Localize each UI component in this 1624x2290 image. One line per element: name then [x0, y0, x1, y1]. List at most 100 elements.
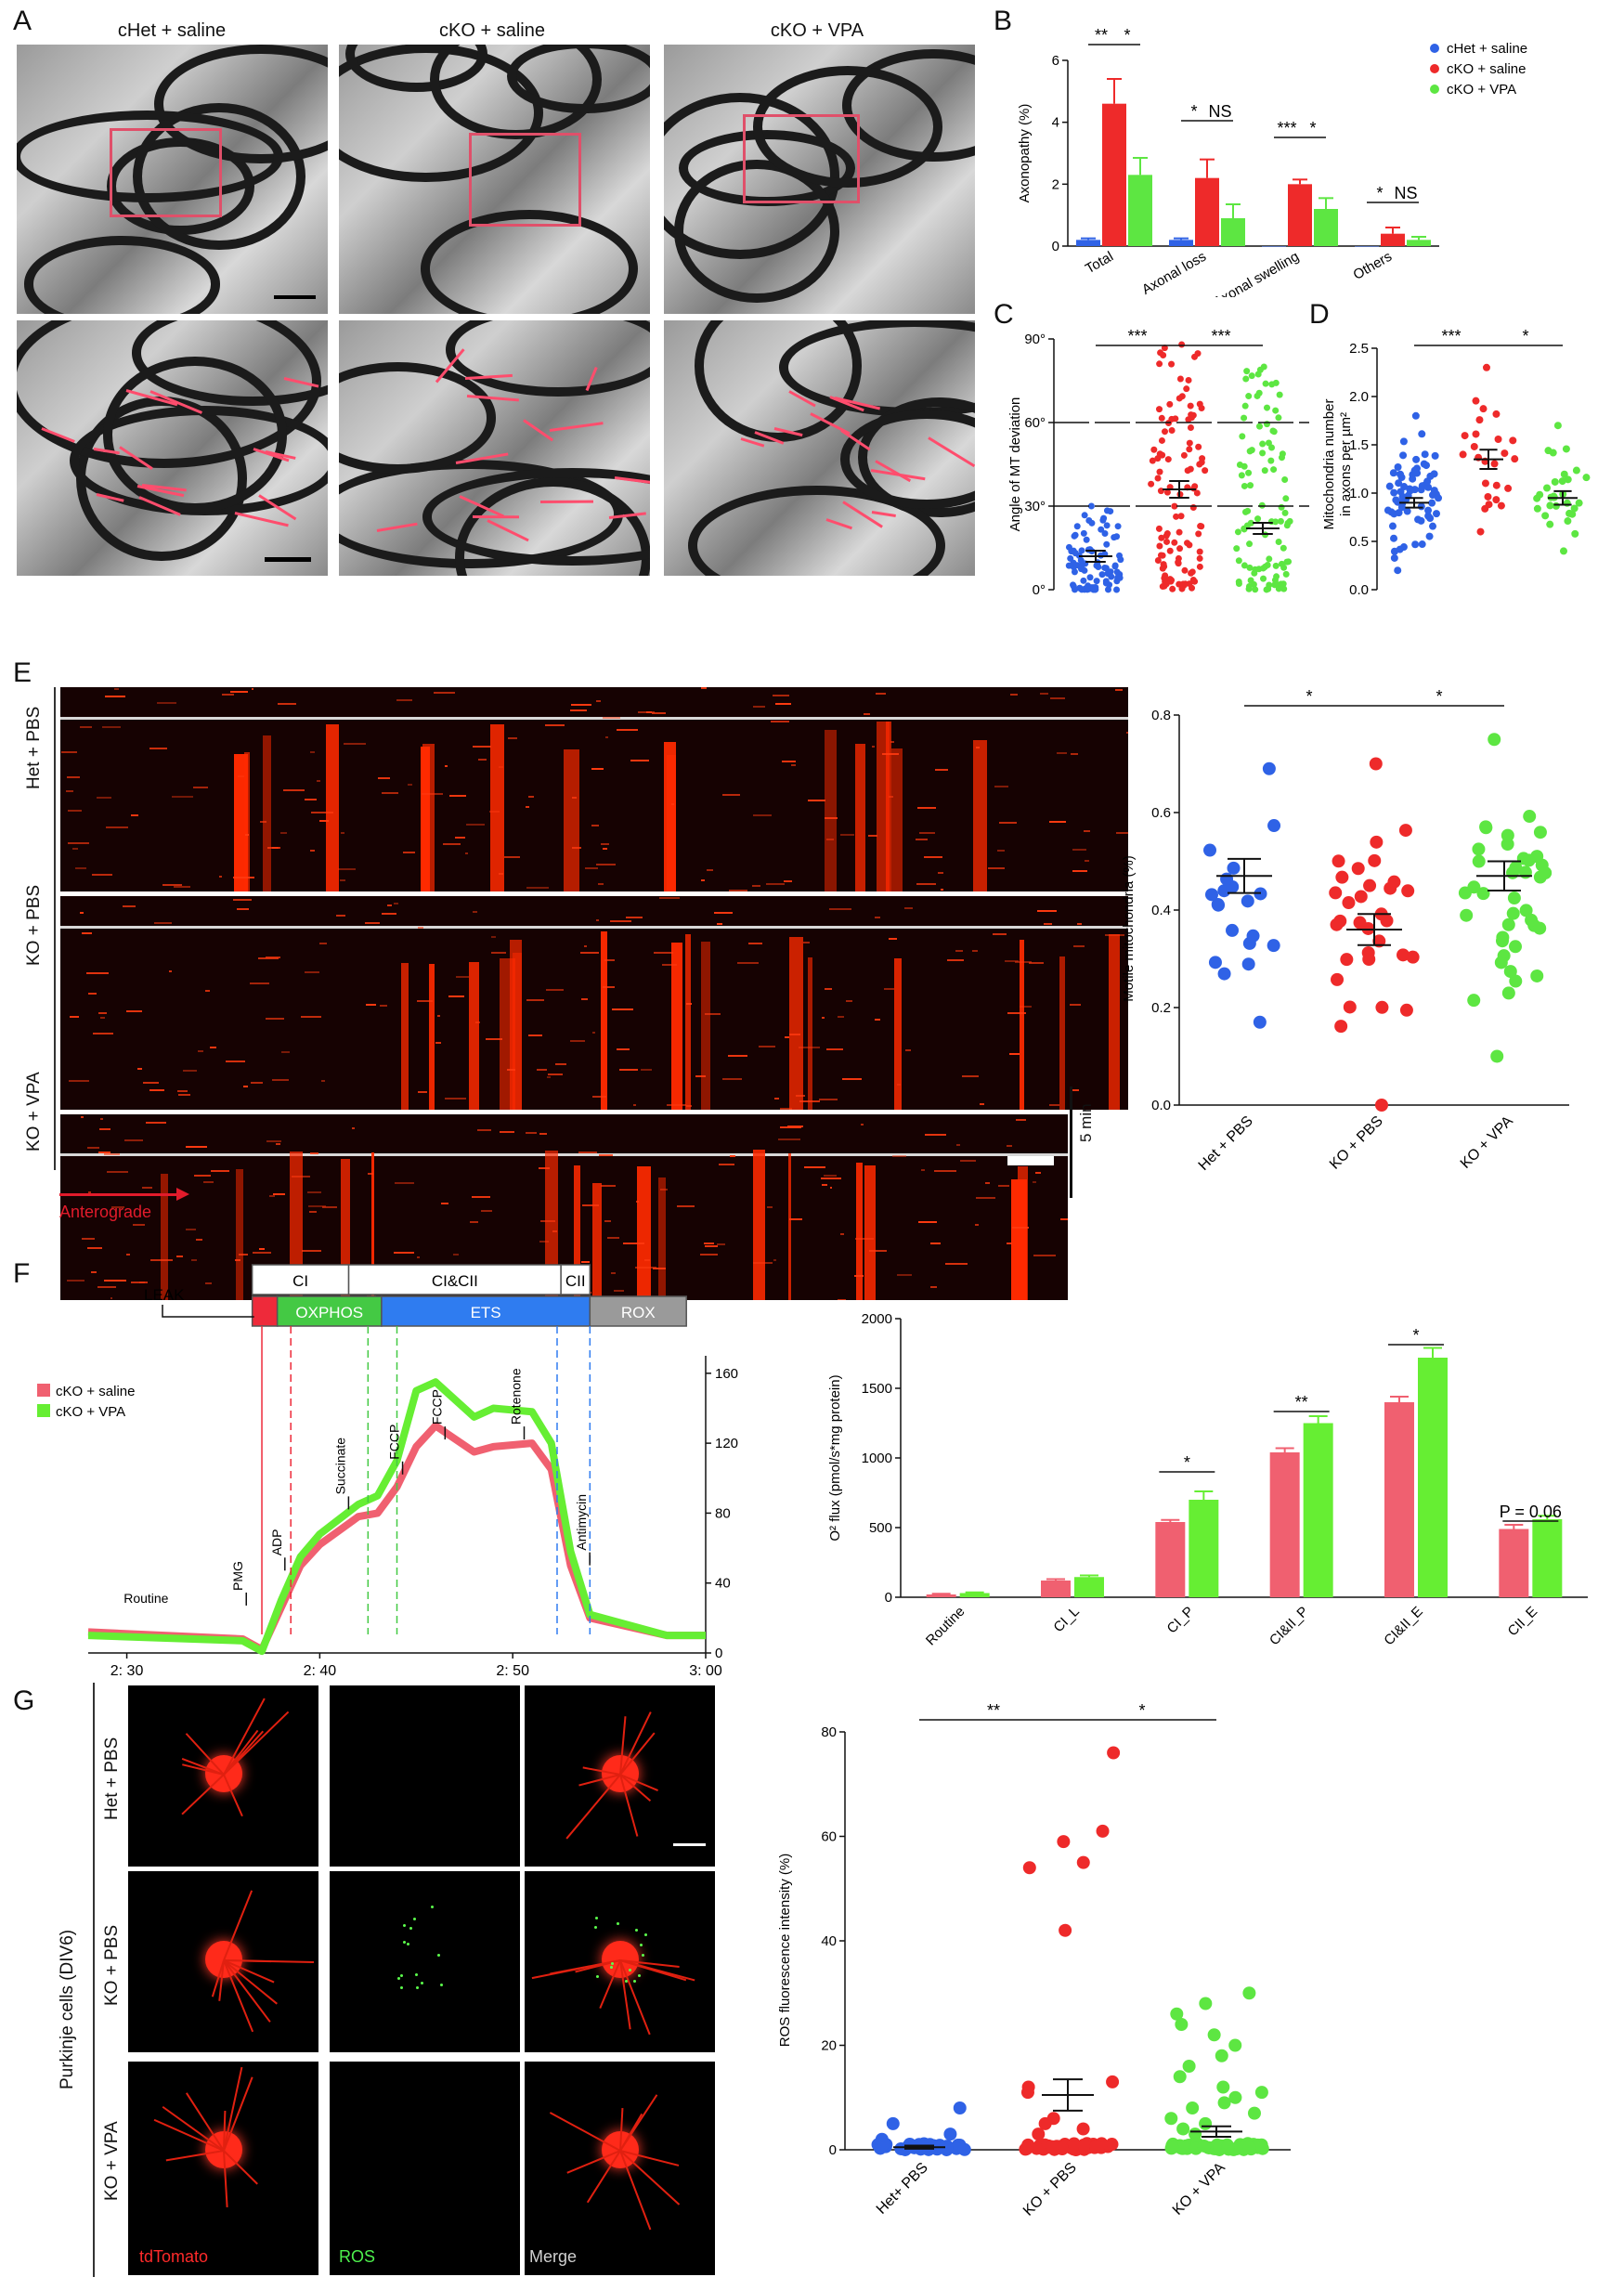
- y-tick-label: 2.5: [1349, 341, 1369, 357]
- data-point: [1568, 510, 1577, 518]
- mitochondrion-signal: [606, 1237, 620, 1240]
- mitochondrion-signal: [449, 794, 466, 797]
- data-point: [1248, 372, 1255, 380]
- em-micrograph-zoom: [339, 320, 650, 576]
- mt-deviation-scatter: 0° 30° 60° 90° Angle of MT deviation *** ***: [1007, 327, 1309, 598]
- mitochondrion-signal: [798, 1047, 820, 1049]
- ros-puncta: [594, 1925, 598, 1929]
- y-tick-label: 40: [821, 1933, 837, 1949]
- ros-puncta: [403, 1941, 407, 1945]
- data-point: [1196, 554, 1203, 562]
- data-point: [1176, 2140, 1189, 2154]
- mitochondrion-signal: [721, 1078, 742, 1081]
- data-point: [1572, 466, 1580, 475]
- mitochondrion-signal: [876, 692, 887, 695]
- mitochondrion-signal: [88, 992, 97, 995]
- mitochondrion-signal: [613, 1290, 625, 1293]
- data-point: [1247, 2106, 1261, 2120]
- mitochondrion-signal: [416, 1256, 421, 1258]
- data-point: [1194, 350, 1202, 358]
- data-point: [1117, 556, 1124, 564]
- data-point: [1330, 917, 1344, 931]
- stationary-mitochondrion-track: [671, 943, 682, 1110]
- mitochondrion-signal: [591, 824, 599, 826]
- mitochondrion-signal: [570, 1039, 586, 1042]
- data-point: [1056, 2142, 1070, 2156]
- mitochondrion-signal: [999, 822, 1018, 825]
- mitochondrion-signal: [498, 766, 504, 769]
- ros-puncta: [625, 1980, 629, 1984]
- mitochondrion-signal: [802, 942, 811, 944]
- zoom-region-box: [469, 133, 581, 227]
- data-point: [1111, 562, 1119, 569]
- mitochondrion-signal: [394, 1251, 414, 1254]
- mitochondrion-signal: [845, 1000, 852, 1003]
- mitochondrion-signal: [584, 944, 587, 947]
- x-tick-label: CI&II_E: [1381, 1604, 1426, 1649]
- data-point: [1472, 430, 1480, 438]
- mitochondrion-signal: [868, 835, 878, 838]
- stationary-mitochondrion-track: [1109, 933, 1121, 1110]
- data-point: [1100, 514, 1108, 522]
- data-point: [1204, 888, 1218, 902]
- mitochondrion-signal: [186, 1145, 207, 1148]
- data-point: [1507, 891, 1521, 905]
- mitochondrion-signal: [864, 713, 871, 716]
- data-point: [1098, 571, 1106, 579]
- mitochondrion-signal: [68, 809, 83, 812]
- mitochondrion-signal: [1115, 689, 1123, 691]
- mitochondrion-signal: [146, 1122, 166, 1125]
- data-point: [1476, 887, 1490, 901]
- data-point: [1242, 1986, 1256, 2000]
- mitochondrion-signal: [475, 1021, 480, 1023]
- mitochondrion-signal: [539, 1133, 548, 1136]
- legend-label: cKO + saline: [56, 1384, 135, 1399]
- zoom-region-box: [743, 114, 860, 203]
- stationary-mitochondrion-track: [658, 1178, 666, 1300]
- mitochondrion-signal: [612, 1008, 634, 1010]
- significance-label: **: [1095, 28, 1108, 45]
- mitochondrion-signal: [695, 1074, 707, 1077]
- mitochondrion-signal: [654, 952, 673, 955]
- data-point: [1185, 376, 1192, 384]
- data-point: [1175, 2018, 1189, 2031]
- ros-puncta: [635, 1929, 639, 1932]
- mitochondrion-signal: [99, 1118, 104, 1121]
- mitochondrion-signal: [603, 847, 608, 850]
- mitochondrion-signal: [580, 951, 600, 954]
- legend-label: cKO + VPA: [1447, 82, 1516, 98]
- data-point: [1158, 436, 1165, 444]
- data-point: [1105, 2138, 1119, 2152]
- ros-puncta: [629, 1968, 632, 1971]
- mitochondrion-signal: [644, 1259, 650, 1262]
- state-box-top: [560, 1264, 591, 1295]
- data-point: [1077, 556, 1085, 564]
- data-point: [1523, 810, 1537, 824]
- mitochondrion-signal: [238, 775, 244, 778]
- data-point: [1102, 578, 1110, 585]
- data-point: [1247, 577, 1254, 584]
- x-tick-label: CI_L: [1050, 1604, 1082, 1635]
- mitochondrion-signal: [916, 883, 937, 886]
- y-axis-label: Axonopathy (%): [1017, 104, 1033, 203]
- mitochondrion-signal: [946, 958, 965, 961]
- data-point: [1241, 402, 1249, 410]
- y-tick-label: 1000: [862, 1451, 892, 1466]
- mitochondrion-signal: [250, 1081, 263, 1084]
- data-point: [1072, 531, 1079, 539]
- data-point: [1103, 507, 1111, 514]
- mitochondrion-signal: [79, 911, 84, 914]
- y-tick-label: 0°: [1033, 582, 1046, 598]
- mitochondrion-signal: [302, 1249, 321, 1252]
- stationary-mitochondrion-track: [544, 1150, 558, 1300]
- mitochondrion-signal: [600, 1184, 616, 1187]
- data-point: [1175, 554, 1182, 562]
- y-tick-label: 0.8: [1151, 708, 1171, 723]
- state-box-bottom: [251, 1295, 279, 1327]
- data-point: [1089, 584, 1097, 592]
- myelin-sheath: [23, 236, 220, 314]
- mitochondrion-signal: [788, 1034, 800, 1036]
- mitochondrion-signal: [101, 726, 122, 729]
- data-point: [1390, 488, 1398, 497]
- mitochondrion-signal: [784, 1036, 789, 1039]
